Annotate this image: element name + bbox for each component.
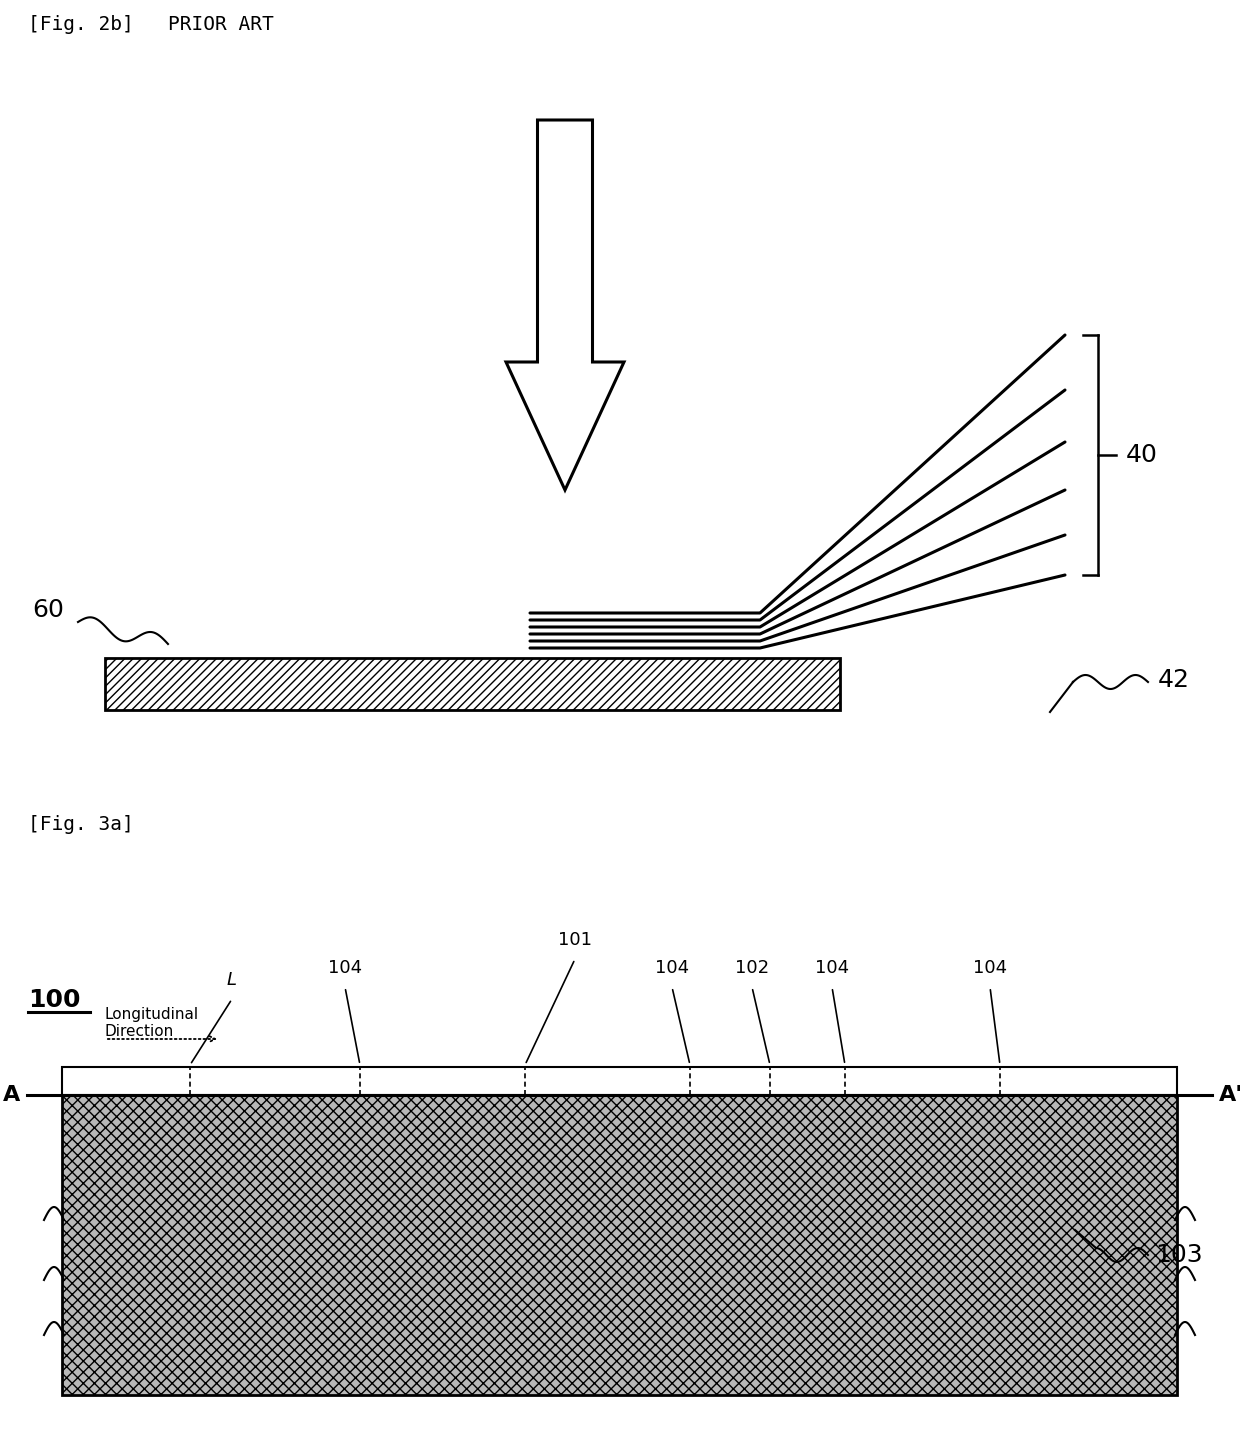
Text: 101: 101	[558, 931, 591, 950]
Text: 42: 42	[1158, 668, 1190, 692]
Bar	[62, 1095, 1177, 1396]
Text: A': A'	[1219, 1085, 1240, 1105]
Text: 60: 60	[32, 598, 64, 622]
Text: L: L	[227, 971, 237, 990]
Text: 104: 104	[973, 960, 1007, 977]
Text: [Fig. 2b]: [Fig. 2b]	[29, 14, 134, 34]
Text: 100: 100	[29, 988, 81, 1012]
Text: 102: 102	[735, 960, 769, 977]
Text: 104: 104	[327, 960, 362, 977]
Polygon shape	[506, 120, 624, 490]
Text: Longitudinal
Direction: Longitudinal Direction	[105, 1007, 200, 1040]
Text: 40: 40	[1126, 443, 1158, 468]
Bar	[62, 1067, 1177, 1095]
Bar	[105, 658, 839, 711]
Text: A: A	[2, 1085, 20, 1105]
Text: [Fig. 3a]: [Fig. 3a]	[29, 815, 134, 834]
Text: PRIOR ART: PRIOR ART	[167, 14, 274, 34]
Text: 103: 103	[1154, 1243, 1203, 1267]
Text: 104: 104	[815, 960, 849, 977]
Text: 104: 104	[655, 960, 689, 977]
